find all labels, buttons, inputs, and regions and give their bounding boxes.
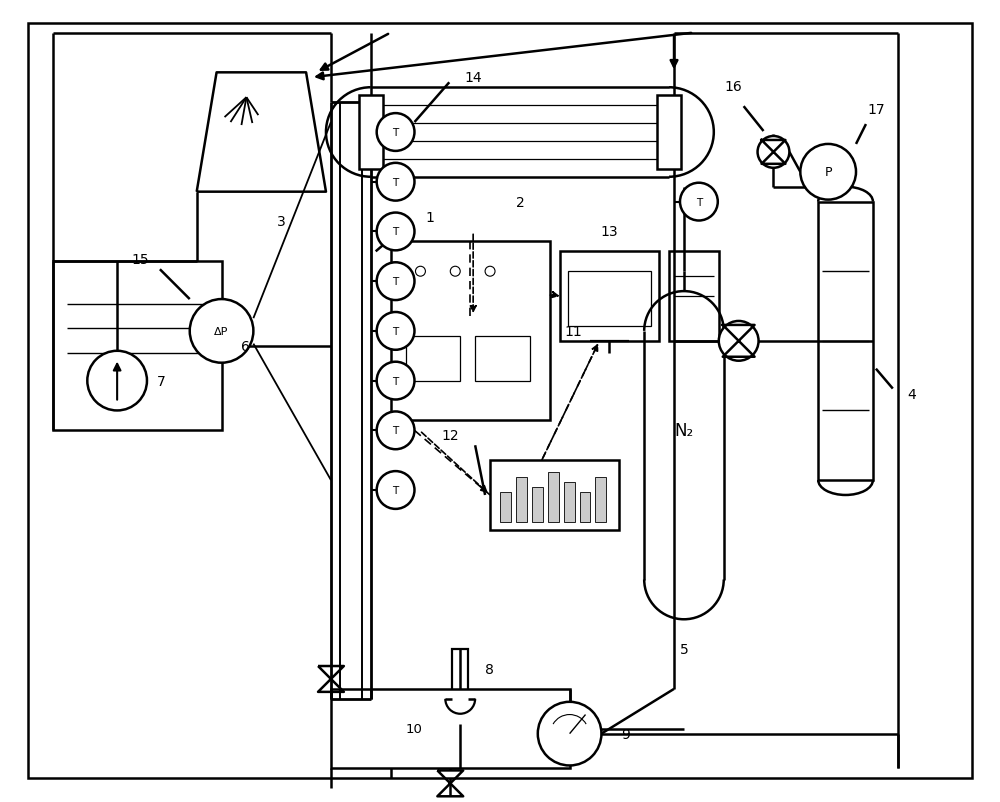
Text: T: T — [392, 376, 399, 386]
Text: 8: 8 — [485, 662, 494, 676]
Text: 12: 12 — [441, 429, 459, 443]
Bar — [475, 337, 530, 381]
Circle shape — [485, 267, 495, 277]
Text: 13: 13 — [601, 225, 618, 239]
Bar — [452, 650, 468, 699]
Circle shape — [377, 213, 414, 251]
Text: 10: 10 — [406, 723, 423, 735]
Text: 15: 15 — [131, 253, 149, 267]
Text: 7: 7 — [157, 375, 166, 388]
Bar — [500, 492, 511, 522]
Text: 3: 3 — [277, 215, 286, 229]
Text: T: T — [392, 227, 399, 237]
Circle shape — [377, 412, 414, 450]
Bar — [657, 96, 681, 169]
Bar — [52, 262, 222, 431]
Circle shape — [758, 137, 789, 168]
Text: 16: 16 — [725, 80, 743, 94]
Text: 4: 4 — [908, 387, 916, 401]
Circle shape — [377, 263, 414, 301]
Text: 5: 5 — [680, 642, 688, 656]
Circle shape — [680, 184, 718, 221]
Bar — [568, 272, 651, 326]
Text: T: T — [392, 426, 399, 435]
Circle shape — [450, 267, 460, 277]
Text: 2: 2 — [516, 196, 524, 209]
Bar — [516, 477, 527, 522]
Circle shape — [377, 114, 414, 152]
Text: 6: 6 — [241, 339, 250, 354]
Circle shape — [377, 313, 414, 350]
Bar — [548, 472, 559, 522]
Bar — [406, 337, 460, 381]
Text: 14: 14 — [464, 71, 482, 85]
Bar — [560, 252, 659, 342]
Circle shape — [190, 300, 253, 363]
Bar — [669, 252, 719, 342]
Text: T: T — [392, 277, 399, 287]
Text: P: P — [824, 166, 832, 179]
Text: T: T — [392, 177, 399, 188]
Circle shape — [538, 702, 601, 765]
Bar — [595, 477, 606, 522]
Text: 17: 17 — [867, 103, 885, 117]
Text: T: T — [392, 128, 399, 138]
Text: T: T — [392, 326, 399, 337]
Circle shape — [377, 363, 414, 400]
Circle shape — [415, 267, 425, 277]
Bar — [564, 483, 575, 522]
Bar — [818, 202, 873, 480]
Text: 1: 1 — [425, 210, 434, 225]
Text: N₂: N₂ — [674, 422, 694, 439]
Circle shape — [377, 472, 414, 509]
Bar — [359, 96, 383, 169]
Bar — [391, 242, 550, 421]
Text: 11: 11 — [565, 325, 582, 338]
Text: T: T — [392, 485, 399, 496]
Circle shape — [87, 351, 147, 411]
Bar — [532, 488, 543, 522]
Text: ΔP: ΔP — [214, 326, 229, 337]
Text: 9: 9 — [621, 727, 630, 741]
Bar — [580, 492, 590, 522]
Bar — [331, 689, 570, 768]
Circle shape — [377, 164, 414, 201]
Circle shape — [800, 144, 856, 200]
Circle shape — [719, 322, 759, 361]
Bar — [490, 460, 619, 530]
Text: T: T — [696, 197, 702, 208]
